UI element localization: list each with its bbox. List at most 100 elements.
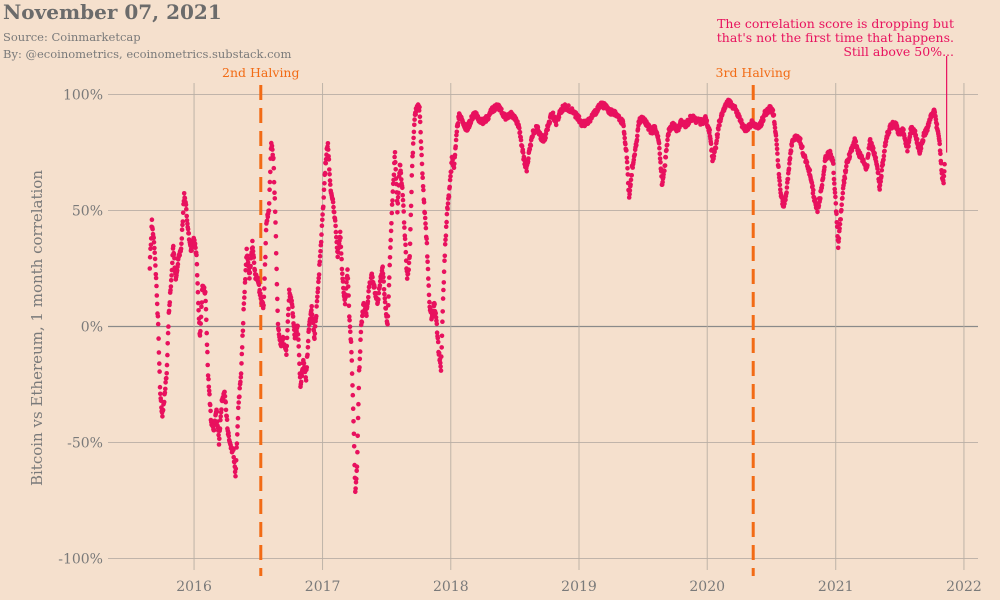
data-point bbox=[347, 318, 352, 323]
data-point bbox=[816, 203, 822, 208]
data-point bbox=[168, 287, 173, 293]
data-point bbox=[853, 139, 859, 144]
data-point bbox=[270, 147, 275, 152]
data-point bbox=[152, 245, 157, 251]
data-point bbox=[261, 303, 266, 308]
data-point bbox=[499, 106, 504, 112]
data-point bbox=[271, 179, 277, 185]
data-point bbox=[345, 267, 350, 272]
data-point bbox=[148, 242, 154, 248]
data-point bbox=[204, 342, 210, 348]
data-point bbox=[241, 301, 247, 306]
data-point bbox=[198, 321, 203, 326]
data-point bbox=[195, 289, 201, 295]
data-point bbox=[149, 217, 155, 222]
data-point bbox=[266, 208, 272, 213]
data-point bbox=[206, 376, 211, 382]
data-point bbox=[635, 133, 640, 139]
data-point bbox=[634, 137, 640, 143]
data-point bbox=[171, 243, 176, 249]
data-point bbox=[443, 224, 449, 229]
data-point bbox=[432, 302, 437, 307]
data-point bbox=[357, 365, 362, 370]
data-point bbox=[400, 197, 406, 203]
data-point bbox=[788, 149, 794, 154]
scatter-points bbox=[147, 97, 947, 495]
data-point bbox=[257, 287, 263, 293]
data-point bbox=[840, 195, 845, 201]
data-point bbox=[148, 246, 153, 252]
data-point bbox=[240, 328, 246, 334]
data-point bbox=[835, 245, 841, 251]
data-point bbox=[528, 143, 534, 148]
data-point bbox=[322, 181, 327, 186]
data-point bbox=[237, 394, 242, 400]
data-point bbox=[390, 189, 396, 194]
data-point bbox=[380, 271, 386, 276]
data-point bbox=[171, 251, 177, 257]
data-point bbox=[240, 333, 245, 338]
data-point bbox=[234, 445, 239, 450]
data-point bbox=[192, 241, 198, 247]
data-point bbox=[830, 157, 836, 163]
data-point bbox=[774, 137, 779, 143]
data-point bbox=[309, 304, 315, 309]
data-point bbox=[622, 131, 627, 137]
data-point bbox=[160, 414, 165, 419]
data-point bbox=[421, 187, 426, 193]
data-point bbox=[942, 161, 947, 167]
data-point bbox=[408, 227, 413, 232]
data-point bbox=[556, 114, 562, 120]
data-point bbox=[938, 160, 944, 166]
x-tick-label: 2020 bbox=[689, 579, 725, 595]
data-point bbox=[179, 236, 185, 241]
data-point bbox=[355, 433, 361, 439]
data-point bbox=[839, 202, 844, 207]
data-point bbox=[274, 266, 279, 272]
data-point bbox=[386, 294, 391, 299]
data-point bbox=[392, 150, 398, 155]
data-point bbox=[164, 375, 169, 381]
data-point bbox=[658, 160, 663, 165]
data-point bbox=[543, 135, 548, 141]
data-point bbox=[203, 289, 208, 295]
data-point bbox=[831, 176, 837, 182]
data-point bbox=[194, 273, 200, 278]
data-point bbox=[941, 173, 947, 179]
data-point bbox=[366, 294, 371, 300]
data-point bbox=[398, 170, 404, 176]
data-point bbox=[624, 155, 630, 161]
data-point bbox=[325, 141, 331, 146]
data-point bbox=[409, 163, 415, 169]
data-point bbox=[707, 127, 712, 133]
data-point bbox=[290, 314, 296, 319]
data-point bbox=[184, 206, 189, 212]
data-point bbox=[218, 414, 223, 419]
data-point bbox=[407, 241, 413, 247]
data-point bbox=[321, 204, 326, 210]
data-point bbox=[286, 306, 291, 312]
data-point bbox=[348, 339, 354, 345]
data-point bbox=[169, 273, 174, 278]
data-point bbox=[932, 110, 938, 115]
data-point bbox=[155, 313, 161, 319]
data-point bbox=[433, 310, 439, 316]
data-point bbox=[150, 226, 155, 232]
data-point bbox=[301, 360, 307, 366]
data-point bbox=[410, 141, 416, 146]
data-point bbox=[263, 227, 269, 233]
data-point bbox=[334, 234, 339, 240]
data-point bbox=[231, 447, 236, 453]
data-point bbox=[810, 183, 815, 189]
data-point bbox=[263, 240, 269, 246]
data-point bbox=[353, 486, 358, 491]
data-point bbox=[351, 431, 357, 437]
data-point bbox=[166, 308, 172, 314]
data-point bbox=[425, 254, 430, 259]
data-point bbox=[338, 251, 344, 256]
data-point bbox=[328, 182, 333, 187]
data-point bbox=[203, 306, 209, 312]
data-point bbox=[621, 123, 626, 129]
data-point bbox=[448, 169, 454, 174]
